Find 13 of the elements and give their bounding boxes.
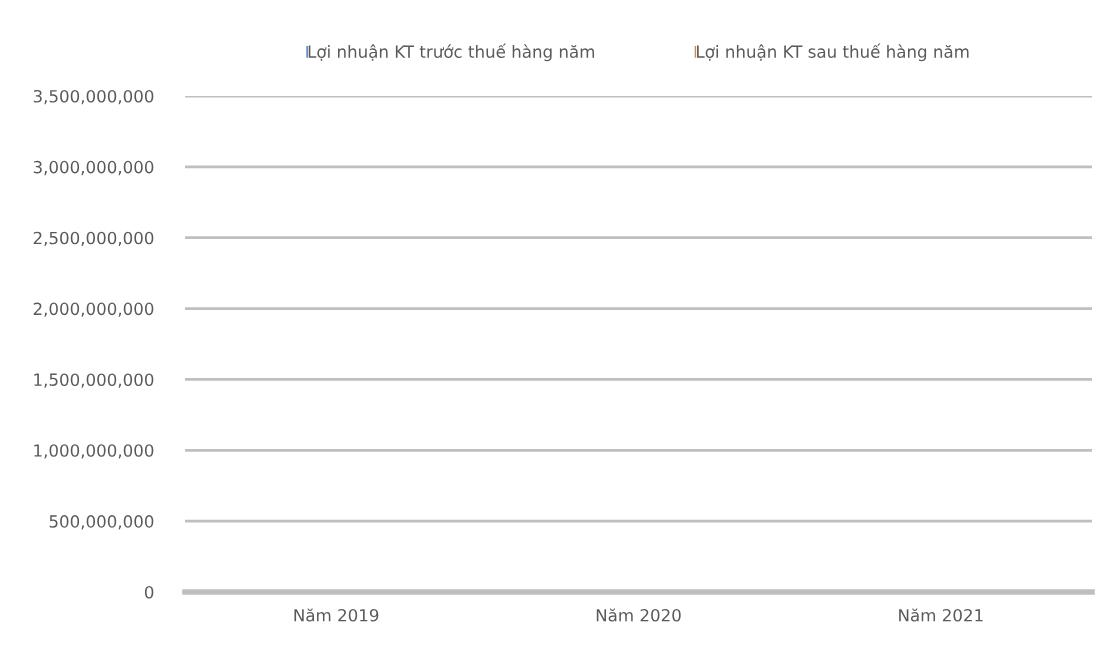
legend-label: Lợi nhuận KT trước thuế hàng năm [308, 43, 595, 62]
y-tick-label: 1,000,000,000 [34, 444, 154, 459]
legend-label: Lợi nhuận KT sau thuế hàng năm [697, 43, 969, 62]
y-tick-label: 1,500,000,000 [34, 373, 154, 388]
y-tick-label: 2,500,000,000 [33, 231, 154, 246]
y-tick-label: 2,000,000,000 [33, 302, 154, 317]
x-tick-label: Năm 2020 [596, 608, 681, 622]
x-tick-label: Năm 2019 [294, 608, 379, 622]
y-tick-label: 3,000,000,000 [33, 160, 154, 176]
y-tick-label: 3,500,000,000 [33, 89, 154, 105]
x-tick-label: Năm 2021 [899, 608, 983, 622]
y-tick-label: 0 [144, 585, 154, 599]
y-tick-label: 500,000,000 [49, 515, 154, 530]
